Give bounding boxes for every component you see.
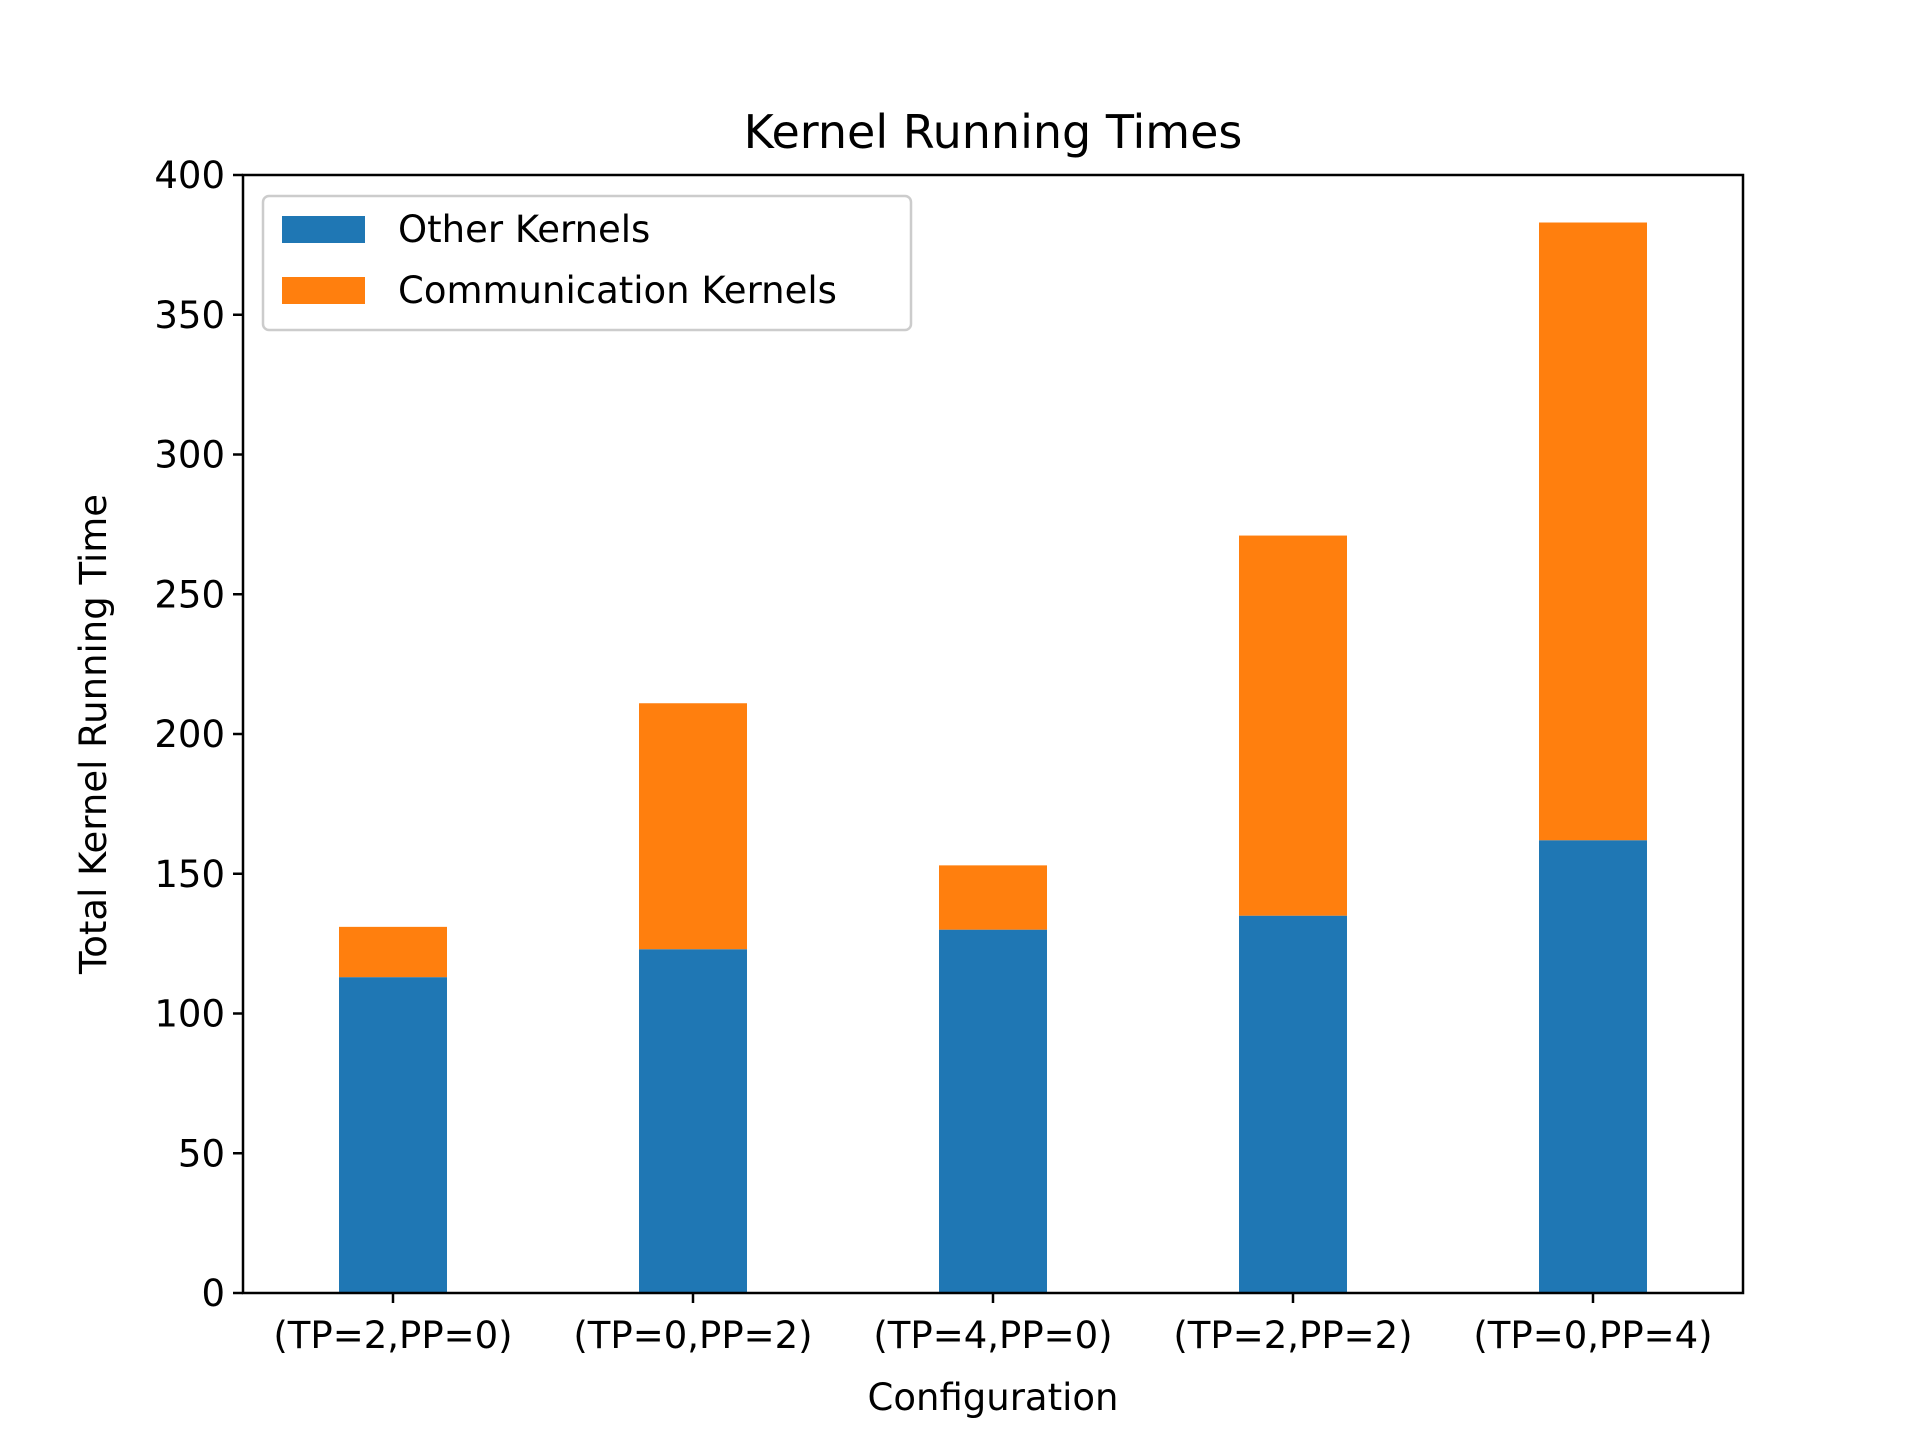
bar-communication-kernels-3 — [1239, 535, 1347, 916]
bars-group — [339, 222, 1647, 1293]
legend-label-communication-kernels: Communication Kernels — [398, 269, 837, 312]
legend: Other Kernels Communication Kernels — [261, 194, 913, 332]
x-tick-label: (TP=0,PP=4) — [1473, 1314, 1712, 1357]
bar-other-kernels-2 — [939, 929, 1047, 1293]
y-axis: 0 50 100 150 200 250 300 350 400 — [154, 154, 243, 1315]
y-axis-title: Total Kernel Running Time — [72, 494, 115, 975]
bar-communication-kernels-0 — [339, 926, 447, 978]
x-tick-label: (TP=2,PP=0) — [273, 1314, 512, 1357]
y-tick-label: 150 — [154, 853, 225, 896]
bar-communication-kernels-4 — [1539, 222, 1647, 841]
x-axis-title: Configuration — [868, 1376, 1119, 1419]
legend-swatch-communication-kernels — [282, 277, 365, 304]
y-tick-label: 50 — [178, 1132, 225, 1175]
bar-other-kernels-0 — [339, 977, 447, 1293]
x-tick-label: (TP=0,PP=2) — [573, 1314, 812, 1357]
chart-title: Kernel Running Times — [744, 105, 1243, 159]
y-tick-label: 0 — [201, 1272, 225, 1315]
bar-communication-kernels-1 — [639, 703, 747, 950]
bar-other-kernels-1 — [639, 949, 747, 1293]
y-tick-label: 300 — [154, 434, 225, 477]
y-tick-label: 350 — [154, 294, 225, 337]
legend-label-other-kernels: Other Kernels — [398, 208, 650, 251]
y-tick-label: 200 — [154, 713, 225, 756]
y-tick-label: 400 — [154, 154, 225, 197]
x-tick-label: (TP=2,PP=2) — [1173, 1314, 1412, 1357]
x-axis: (TP=2,PP=0) (TP=0,PP=2) (TP=4,PP=0) (TP=2,P… — [273, 1293, 1713, 1357]
x-tick-label: (TP=4,PP=0) — [873, 1314, 1112, 1357]
y-tick-label: 250 — [154, 573, 225, 616]
legend-frame — [261, 194, 913, 332]
bar-communication-kernels-2 — [939, 865, 1047, 930]
legend-swatch-other-kernels — [282, 216, 365, 243]
bar-other-kernels-3 — [1239, 915, 1347, 1293]
bar-other-kernels-4 — [1539, 840, 1647, 1293]
y-tick-label: 100 — [154, 993, 225, 1036]
